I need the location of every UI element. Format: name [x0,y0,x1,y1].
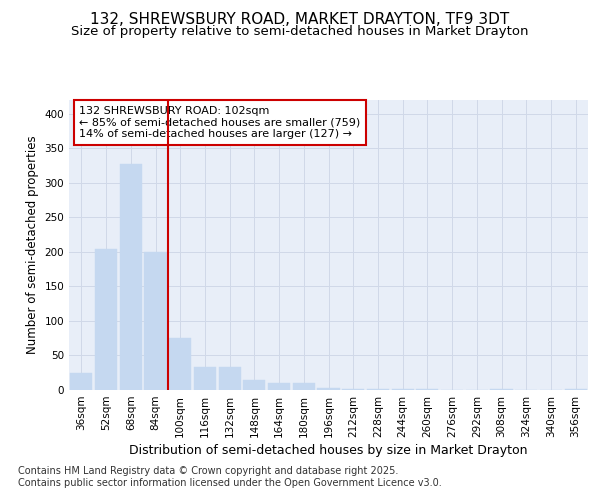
Bar [218,367,241,390]
Bar [268,383,290,390]
Bar [317,388,340,390]
Bar [145,252,167,390]
Bar [194,367,216,390]
Bar [119,164,142,390]
Bar [169,338,191,390]
X-axis label: Distribution of semi-detached houses by size in Market Drayton: Distribution of semi-detached houses by … [129,444,528,457]
Text: 132 SHREWSBURY ROAD: 102sqm
← 85% of semi-detached houses are smaller (759)
14% : 132 SHREWSBURY ROAD: 102sqm ← 85% of sem… [79,106,361,139]
Text: 132, SHREWSBURY ROAD, MARKET DRAYTON, TF9 3DT: 132, SHREWSBURY ROAD, MARKET DRAYTON, TF… [91,12,509,28]
Text: Contains HM Land Registry data © Crown copyright and database right 2025.
Contai: Contains HM Land Registry data © Crown c… [18,466,442,487]
Bar [293,383,315,390]
Bar [243,380,265,390]
Y-axis label: Number of semi-detached properties: Number of semi-detached properties [26,136,39,354]
Bar [565,388,587,390]
Text: Size of property relative to semi-detached houses in Market Drayton: Size of property relative to semi-detach… [71,25,529,38]
Bar [70,372,92,390]
Bar [392,388,414,390]
Bar [95,249,117,390]
